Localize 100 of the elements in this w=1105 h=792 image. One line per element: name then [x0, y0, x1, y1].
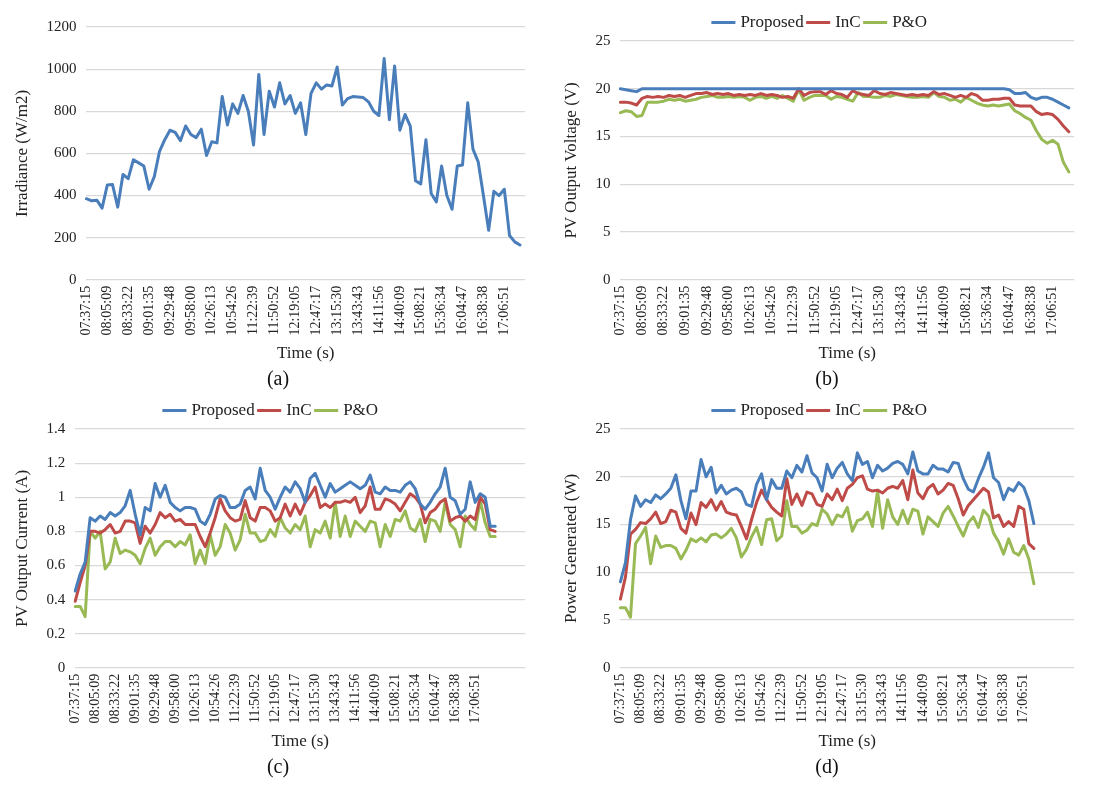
- x-tick-label: 13:43:43: [893, 285, 908, 336]
- x-tick-label: 16:38:38: [995, 673, 1011, 724]
- x-tick-label: 09:58:00: [712, 673, 728, 724]
- x-tick-label: 10:54:26: [224, 285, 240, 336]
- x-tick-label: 12:47:17: [849, 285, 865, 336]
- x-tick-label: 14:11:56: [914, 285, 930, 336]
- x-tick-label: 11:50:52: [793, 673, 809, 724]
- y-tick-label: 0.6: [46, 556, 66, 573]
- x-tick-label: 08:05:09: [86, 673, 102, 724]
- x-tick-label: 07:37:15: [66, 673, 82, 724]
- x-tick-label: 12:47:17: [286, 673, 302, 724]
- x-tick-label: 10:54:26: [763, 285, 779, 336]
- x-tick-label: 10:26:13: [741, 285, 757, 336]
- legend-label: Proposed: [740, 399, 805, 419]
- x-tick-label: 16:04:47: [975, 673, 991, 724]
- x-tick-label: 07:37:15: [612, 673, 628, 724]
- x-tick-label: 09:01:35: [126, 673, 142, 724]
- x-tick-label: 17:06:51: [466, 673, 482, 724]
- x-tick-label: 16:04:47: [426, 673, 442, 724]
- x-tick-label: 13:15:30: [306, 673, 322, 724]
- x-tick-label: 13:43:43: [349, 285, 365, 336]
- legend-label: P&O: [343, 399, 379, 419]
- y-tick-label: 600: [53, 144, 77, 161]
- legend-label: Proposed: [191, 399, 256, 419]
- y-tick-label: 25: [595, 419, 611, 436]
- x-tick-label: 12:19:05: [287, 285, 303, 336]
- x-tick-label: 15:36:34: [954, 673, 970, 724]
- y-tick-label: 1: [57, 488, 66, 505]
- y-tick-label: 1200: [46, 17, 77, 34]
- x-tick-label: 10:26:13: [203, 285, 219, 336]
- x-tick-label: 10:54:26: [753, 673, 769, 724]
- y-tick-label: 10: [595, 563, 611, 580]
- x-tick-label: 10:54:26: [206, 673, 222, 724]
- x-tick-label: 11:50:52: [266, 285, 282, 336]
- y-axis-title: PV Output Voltage (V): [560, 82, 580, 239]
- y-tick-label: 0: [602, 658, 611, 675]
- y-axis-title: PV Output Current (A): [11, 469, 31, 627]
- x-tick-label: 13:43:43: [326, 673, 342, 724]
- y-tick-label: 1.4: [46, 419, 66, 436]
- x-tick-label: 09:01:35: [676, 285, 692, 336]
- x-tick-label: 09:01:35: [672, 673, 688, 724]
- y-tick-label: 200: [53, 228, 77, 245]
- x-tick-label: 17:06:51: [1015, 673, 1031, 724]
- x-tick-label: 09:01:35: [140, 285, 156, 336]
- x-tick-label: 09:58:00: [166, 673, 182, 724]
- y-tick-label: 5: [602, 610, 611, 627]
- y-tick-label: 0.8: [46, 522, 66, 539]
- x-tick-label: 13:15:30: [871, 285, 887, 336]
- x-tick-label: 11:22:39: [245, 285, 261, 336]
- x-tick-label: 09:58:00: [720, 285, 736, 336]
- y-tick-label: 15: [595, 515, 611, 532]
- x-tick-label: 15:36:34: [433, 285, 449, 336]
- x-tick-label: 09:58:00: [182, 285, 198, 336]
- x-axis-title: Time (s): [277, 343, 335, 363]
- x-tick-label: 08:33:22: [106, 673, 122, 724]
- y-tick-label: 10: [595, 175, 611, 192]
- x-tick-label: 11:22:39: [773, 673, 789, 724]
- text: (c): [266, 754, 290, 778]
- x-tick-label: 16:38:38: [475, 285, 491, 336]
- x-tick-label: 15:08:21: [386, 673, 402, 724]
- x-tick-label: 12:19:05: [813, 673, 829, 724]
- x-axis-title: Time (s): [818, 731, 877, 751]
- x-axis-title: Time (s): [271, 731, 329, 751]
- x-axis-title: Time (s): [818, 343, 877, 363]
- x-tick-label: 15:08:21: [934, 673, 950, 724]
- legend-label: InC: [835, 11, 861, 31]
- x-tick-label: 14:11:56: [894, 673, 910, 724]
- x-tick-label: 17:06:51: [1044, 285, 1060, 336]
- x-tick-label: 09:29:48: [146, 673, 162, 724]
- x-tick-label: 14:11:56: [370, 285, 386, 336]
- x-tick-label: 16:38:38: [1022, 285, 1038, 336]
- y-tick-label: 0.2: [46, 624, 66, 641]
- x-tick-label: 11:50:52: [246, 673, 262, 724]
- x-tick-label: 09:29:48: [698, 285, 714, 336]
- x-tick-label: 12:47:17: [833, 673, 849, 724]
- x-tick-label: 08:33:22: [119, 285, 135, 336]
- legend-label: InC: [835, 399, 861, 419]
- x-tick-label: 13:15:30: [328, 285, 344, 336]
- legend-label: P&O: [892, 11, 928, 31]
- text: (d): [815, 754, 839, 778]
- y-tick-label: 15: [595, 127, 611, 144]
- x-tick-label: 10:26:13: [733, 673, 749, 724]
- x-tick-label: 14:40:09: [914, 673, 930, 724]
- y-tick-label: 1000: [46, 60, 77, 77]
- y-tick-label: 25: [595, 31, 611, 48]
- y-tick-label: 5: [602, 222, 611, 239]
- x-tick-label: 12:19:05: [266, 673, 282, 724]
- x-tick-label: 09:29:48: [161, 285, 177, 336]
- y-axis-title: Irradiance (W/m2): [11, 89, 31, 217]
- x-tick-label: 08:33:22: [652, 673, 668, 724]
- y-tick-label: 20: [595, 467, 611, 484]
- x-tick-label: 10:26:13: [186, 673, 202, 724]
- x-tick-label: 17:06:51: [495, 285, 511, 336]
- x-tick-label: 16:04:47: [1001, 285, 1017, 336]
- x-tick-label: 15:08:21: [412, 285, 428, 336]
- x-tick-label: 11:22:39: [784, 285, 800, 336]
- x-tick-label: 07:37:15: [78, 285, 94, 336]
- x-tick-label: 08:05:09: [98, 285, 114, 336]
- x-tick-label: 08:33:22: [655, 285, 671, 336]
- x-tick-label: 12:47:17: [307, 285, 323, 336]
